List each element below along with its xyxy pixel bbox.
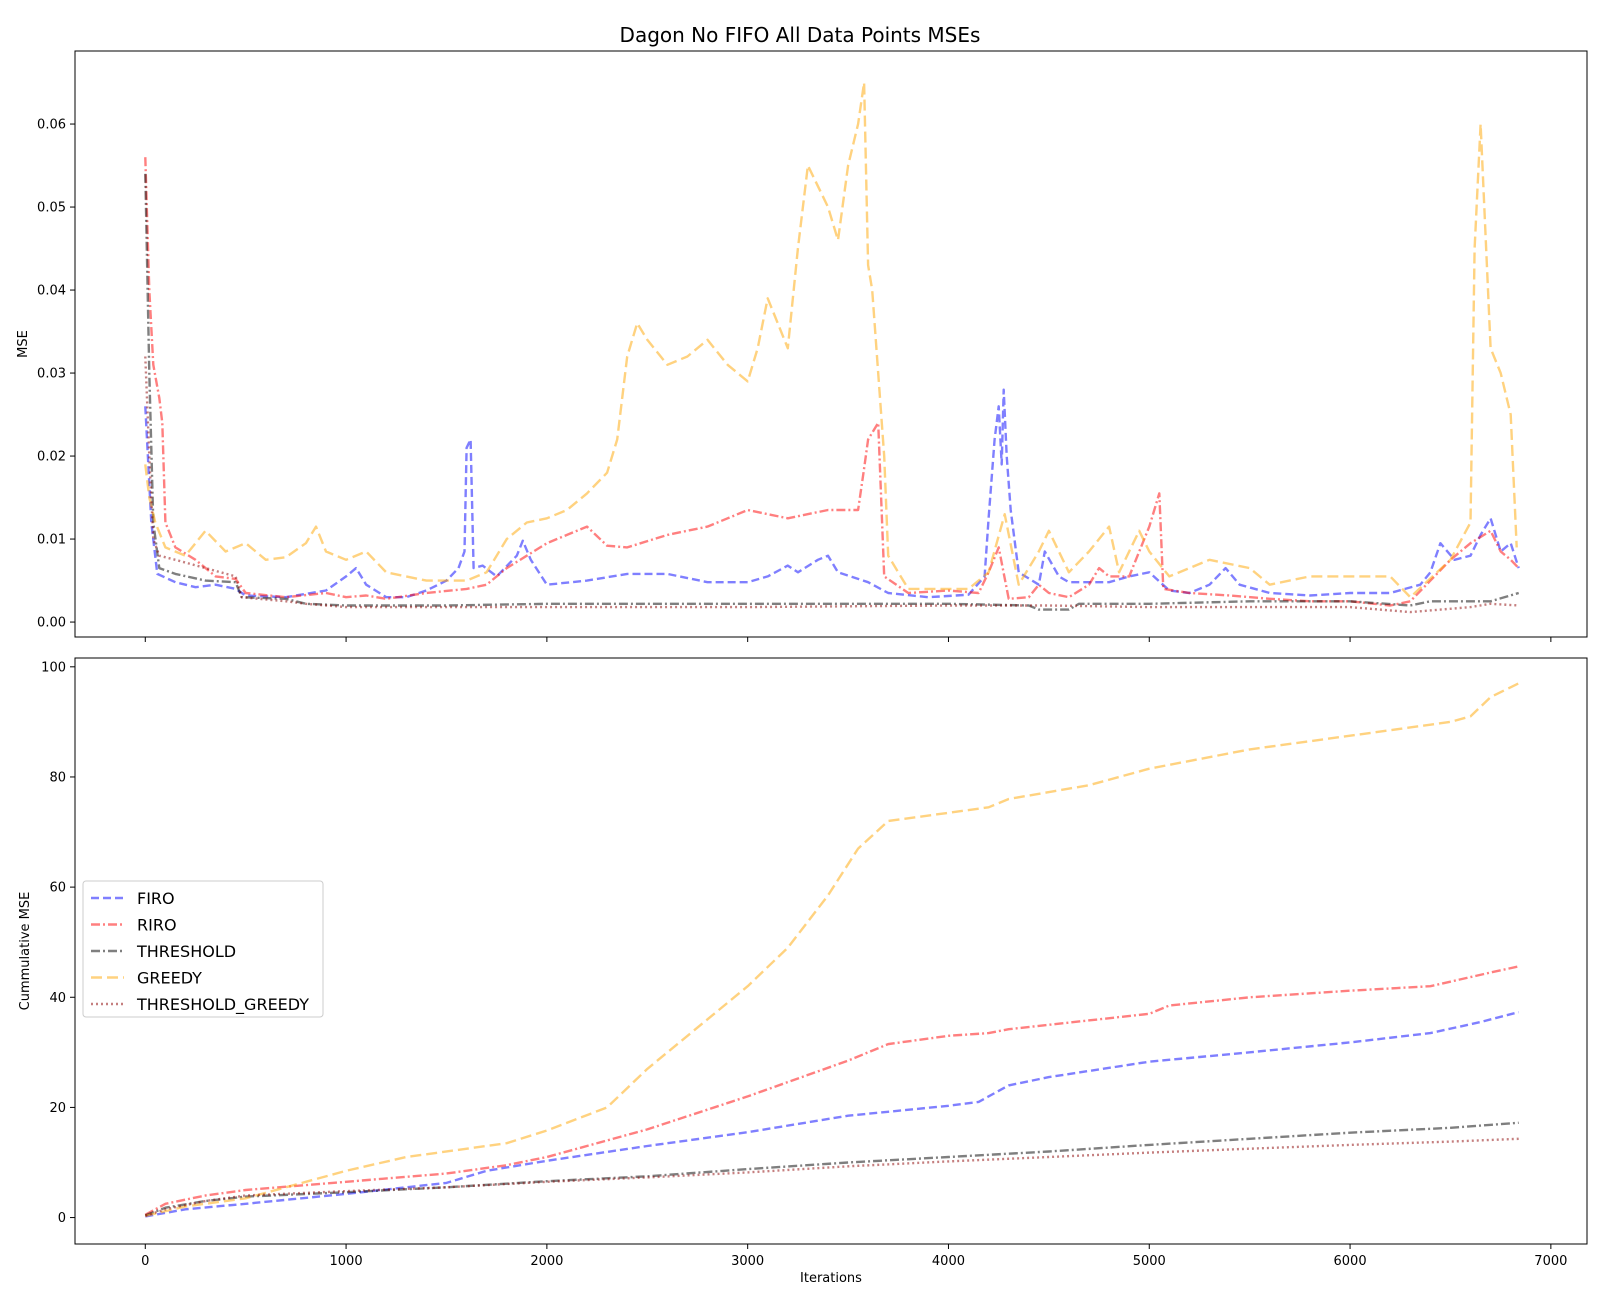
mse-series-threshold bbox=[144, 173, 1520, 611]
mse-panel: 0.00 0.01 0.02 0.03 0.04 0.05 0.06 MSE bbox=[16, 50, 1588, 642]
legend-item-threshold: THRESHOLD bbox=[91, 942, 236, 961]
cumulative-x-tick-label: 0 bbox=[141, 1254, 149, 1269]
cumulative-y-tick-label: 100 bbox=[41, 660, 66, 675]
mse-y-tick-label: 0.04 bbox=[37, 284, 66, 299]
cumulative-x-tick-label: 4000 bbox=[932, 1254, 965, 1269]
cumulative-axes-frame bbox=[74, 657, 1588, 1245]
legend-item-riro: RIRO bbox=[91, 916, 177, 935]
cumulative-x-tick-label: 3000 bbox=[731, 1254, 764, 1269]
cumulative-mse-panel: 0 1000 2000 3000 4000 5000 6000 7000 0 20 40 60 80 10… bbox=[18, 657, 1588, 1286]
mse-series-lines bbox=[144, 81, 1520, 614]
cumulative-y-tick-label: 80 bbox=[49, 770, 66, 785]
cumulative-series-firo bbox=[145, 1010, 1520, 1218]
cumulative-y-tick-label: 60 bbox=[49, 881, 66, 896]
mse-y-tick-label: 0.06 bbox=[37, 118, 66, 133]
cumulative-series-lines bbox=[144, 682, 1520, 1218]
cumulative-y-tick-label: 20 bbox=[49, 1101, 66, 1116]
cumulative-x-tick-label: 5000 bbox=[1133, 1254, 1166, 1269]
cumulative-series-threshold bbox=[144, 1121, 1519, 1217]
legend-item-threshold-greedy: THRESHOLD_GREEDY bbox=[91, 995, 309, 1015]
cumulative-x-tick-label: 6000 bbox=[1334, 1254, 1367, 1269]
mse-y-tick-label: 0.00 bbox=[37, 616, 66, 631]
legend-items: FIRO RIRO THRESHOLD GREEDY THRESHOLD_GREEDY bbox=[91, 889, 309, 1015]
mse-axes-frame bbox=[74, 50, 1588, 638]
cumulative-series-greedy bbox=[145, 682, 1520, 1218]
mse-series-riro bbox=[144, 157, 1520, 607]
x-axis-label: Iterations bbox=[800, 1271, 862, 1286]
mse-y-axis-label: MSE bbox=[16, 330, 31, 358]
mse-y-tick-label: 0.05 bbox=[37, 201, 66, 216]
legend-label: THRESHOLD bbox=[136, 942, 236, 961]
legend-item-greedy: GREEDY bbox=[91, 969, 202, 988]
mse-axis-ticks: 0.00 0.01 0.02 0.03 0.04 0.05 0.06 bbox=[37, 118, 1552, 642]
legend-box bbox=[82, 880, 324, 1018]
cumulative-y-tick-label: 40 bbox=[49, 991, 66, 1006]
cumulative-axis-ticks: 0 1000 2000 3000 4000 5000 6000 7000 0 20 40 60 80 10… bbox=[41, 660, 1567, 1269]
cumulative-series-riro bbox=[144, 965, 1519, 1216]
mse-y-tick-label: 0.03 bbox=[37, 367, 66, 382]
cumulative-series-threshold-greedy bbox=[144, 1137, 1519, 1218]
mse-series-firo bbox=[144, 388, 1520, 599]
cumulative-x-tick-label: 7000 bbox=[1534, 1254, 1567, 1269]
cumulative-y-axis-label: Cummulative MSE bbox=[18, 892, 33, 1011]
cumulative-y-tick-label: 0 bbox=[58, 1211, 66, 1226]
legend: FIRO RIRO THRESHOLD GREEDY THRESHOLD_GREEDY bbox=[82, 880, 324, 1018]
legend-label: FIRO bbox=[137, 889, 175, 908]
cumulative-x-tick-label: 1000 bbox=[330, 1254, 363, 1269]
chart-title: Dagon No FIFO All Data Points MSEs bbox=[620, 23, 981, 47]
mse-y-tick-label: 0.01 bbox=[37, 533, 66, 548]
mse-y-tick-label: 0.02 bbox=[37, 450, 66, 465]
legend-label: RIRO bbox=[137, 916, 177, 935]
mse-series-greedy bbox=[144, 81, 1518, 599]
mse-series-threshold-greedy bbox=[144, 356, 1519, 614]
legend-label: THRESHOLD_GREEDY bbox=[136, 995, 309, 1015]
cumulative-x-tick-label: 2000 bbox=[530, 1254, 563, 1269]
legend-item-firo: FIRO bbox=[91, 889, 175, 908]
legend-label: GREEDY bbox=[137, 969, 202, 988]
